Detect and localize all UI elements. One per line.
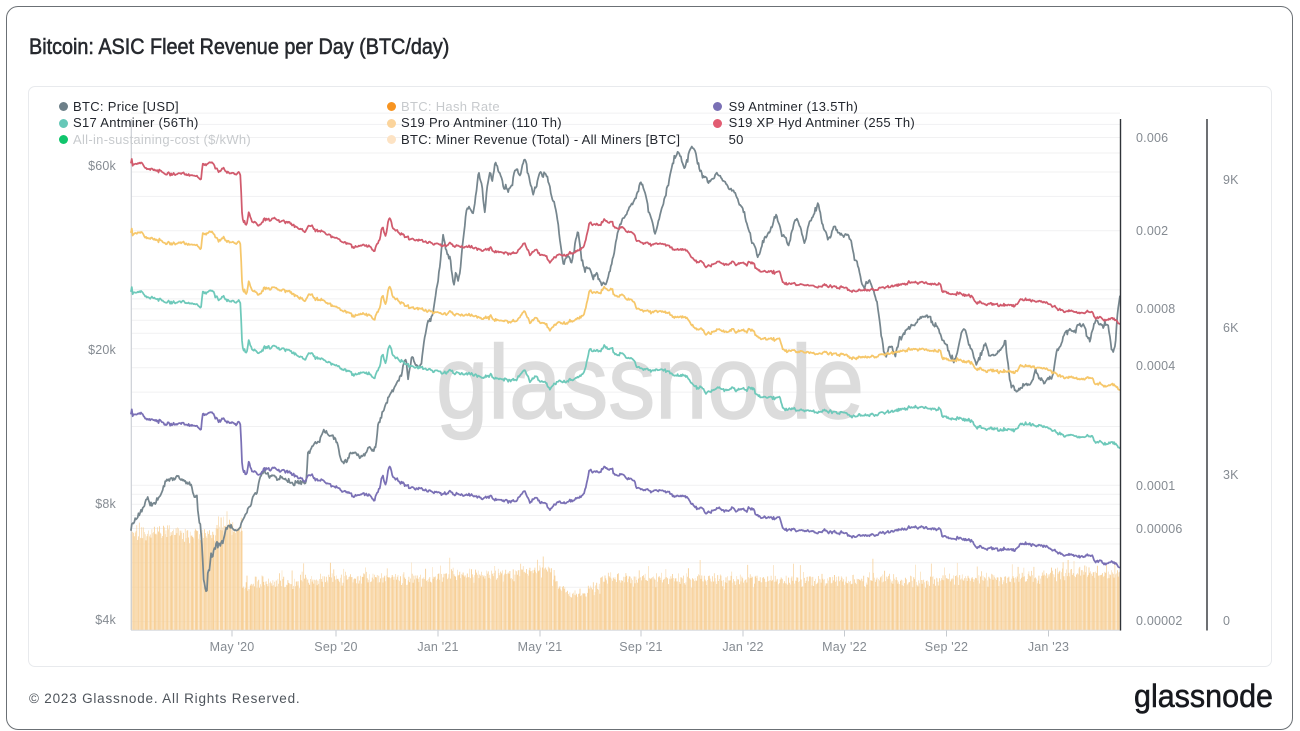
svg-text:glassnode: glassnode	[436, 325, 864, 441]
svg-text:glassnode: glassnode	[1134, 678, 1273, 714]
